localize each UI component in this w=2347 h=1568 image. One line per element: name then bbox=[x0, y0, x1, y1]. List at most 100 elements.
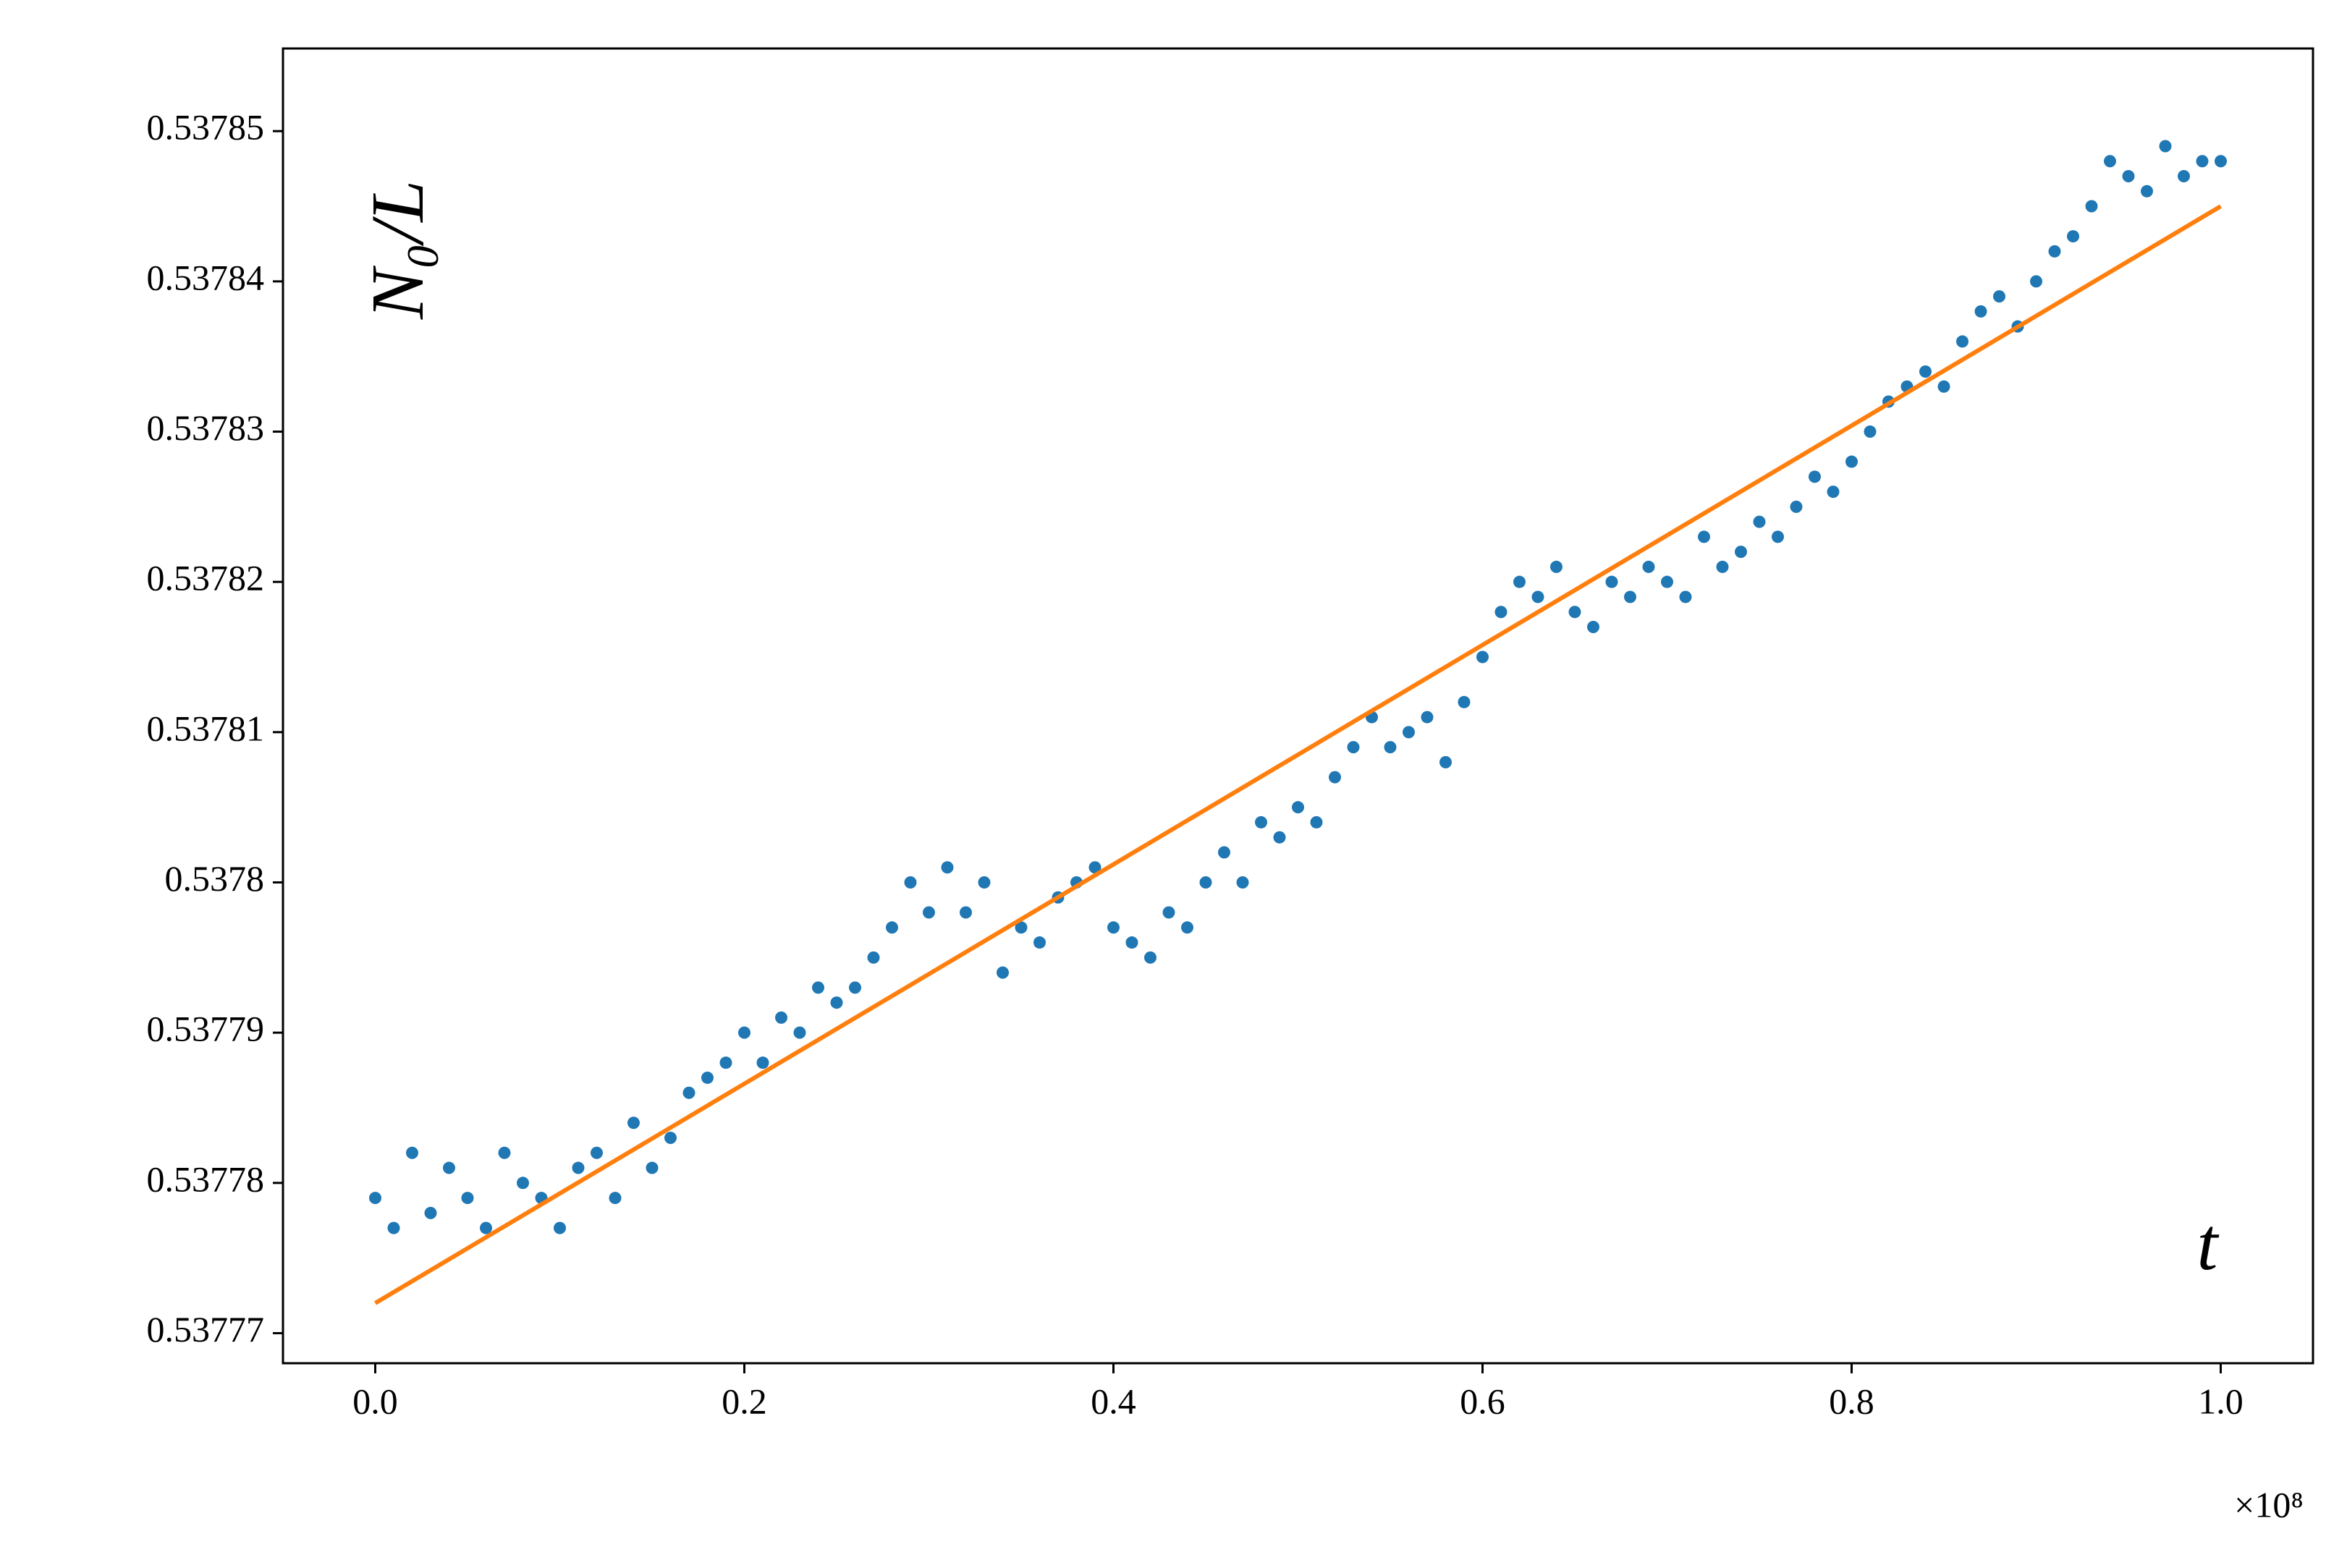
x-offset-label: ×10⁸ bbox=[2234, 1484, 2304, 1525]
x-tick-label: 0.0 bbox=[352, 1381, 398, 1421]
scatter-point bbox=[2141, 185, 2153, 198]
scatter-point bbox=[2067, 230, 2079, 243]
y-tick-label: 0.53779 bbox=[147, 1009, 265, 1049]
scatter-point bbox=[2159, 140, 2172, 153]
scatter-point bbox=[849, 981, 861, 994]
scatter-point bbox=[2104, 155, 2116, 168]
scatter-point bbox=[1679, 590, 1692, 603]
scatter-point bbox=[923, 906, 935, 919]
scatter-point bbox=[1956, 335, 1968, 348]
scatter-point bbox=[517, 1177, 529, 1190]
scatter-point bbox=[646, 1161, 659, 1174]
scatter-point bbox=[1827, 486, 1840, 499]
scatter-point bbox=[1993, 290, 2005, 303]
scatter-point bbox=[1974, 305, 1987, 318]
scatter-point bbox=[1458, 695, 1471, 708]
scatter-point bbox=[406, 1146, 418, 1159]
scatter-point bbox=[387, 1221, 400, 1234]
x-tick-label: 1.0 bbox=[2198, 1381, 2244, 1421]
scatter-point bbox=[1439, 755, 1452, 768]
scatter-point bbox=[1642, 560, 1655, 573]
y-tick-label: 0.53781 bbox=[147, 708, 265, 748]
scatter-point bbox=[1716, 560, 1729, 573]
scatter-point bbox=[1181, 921, 1193, 934]
scatter-point bbox=[886, 921, 898, 934]
scatter-point bbox=[1236, 876, 1249, 889]
scatter-point bbox=[664, 1132, 677, 1145]
scatter-point bbox=[1033, 936, 1046, 949]
scatter-point bbox=[591, 1146, 603, 1159]
scatter-point bbox=[1347, 741, 1360, 754]
scatter-point bbox=[1550, 560, 1562, 573]
scatter-point bbox=[775, 1011, 787, 1024]
scatter-point bbox=[997, 966, 1009, 979]
axes-frame bbox=[282, 47, 2314, 1365]
scatter-point bbox=[941, 861, 954, 874]
scatter-point bbox=[1329, 771, 1341, 784]
scatter-point bbox=[1421, 711, 1434, 724]
scatter-point bbox=[627, 1116, 640, 1130]
scatter-point bbox=[1735, 546, 1747, 559]
fit-line bbox=[373, 204, 2223, 1305]
scatter-point bbox=[682, 1086, 695, 1099]
scatter-point bbox=[1661, 575, 1673, 588]
scatter-point bbox=[2215, 155, 2227, 168]
x-tick-label: 0.8 bbox=[1829, 1381, 1874, 1421]
scatter-point bbox=[1088, 861, 1101, 874]
scatter-point bbox=[1568, 606, 1581, 619]
scatter-point bbox=[978, 876, 991, 889]
scatter-point bbox=[498, 1146, 511, 1159]
scatter-point bbox=[1919, 365, 1932, 378]
scatter-point bbox=[1218, 846, 1230, 859]
scatter-point bbox=[1255, 815, 1267, 829]
scatter-point bbox=[1753, 515, 1766, 528]
scatter-point bbox=[2085, 200, 2098, 213]
y-tick-label: 0.53785 bbox=[147, 107, 265, 148]
scatter-point bbox=[1107, 921, 1120, 934]
scatter-point bbox=[2030, 275, 2042, 288]
scatter-point bbox=[480, 1221, 492, 1234]
scatter-point bbox=[609, 1192, 622, 1205]
scatter-point bbox=[1125, 936, 1138, 949]
scatter-point bbox=[369, 1192, 381, 1205]
scatter-point bbox=[1494, 606, 1507, 619]
scatter-point bbox=[2122, 170, 2135, 183]
y-tick-label: 0.53783 bbox=[147, 407, 265, 448]
y-tick-label: 0.53778 bbox=[147, 1158, 265, 1199]
scatter-point bbox=[812, 981, 824, 994]
scatter-point bbox=[793, 1026, 806, 1039]
y-axis-label: N₀/L bbox=[356, 180, 439, 320]
scatter-point bbox=[424, 1206, 437, 1219]
scatter-point bbox=[1144, 951, 1156, 964]
scatter-point bbox=[904, 876, 917, 889]
y-tick-label: 0.53777 bbox=[147, 1309, 265, 1349]
scatter-point bbox=[1587, 620, 1599, 633]
scatter-point bbox=[2178, 170, 2190, 183]
y-tick-label: 0.5378 bbox=[165, 858, 265, 899]
scatter-point bbox=[1531, 590, 1544, 603]
scatter-point bbox=[1605, 575, 1618, 588]
scatter-point bbox=[1513, 575, 1526, 588]
scatter-point bbox=[443, 1161, 455, 1174]
scatter-point bbox=[1273, 831, 1286, 844]
scatter-point bbox=[719, 1056, 732, 1069]
x-tick-label: 0.6 bbox=[1460, 1381, 1505, 1421]
scatter-point bbox=[701, 1071, 714, 1084]
scatter-point bbox=[1937, 380, 1950, 393]
scatter-point bbox=[572, 1161, 585, 1174]
scatter-point bbox=[960, 906, 972, 919]
scatter-point bbox=[1790, 500, 1803, 513]
scatter-point bbox=[1698, 530, 1710, 543]
scatter-point bbox=[461, 1192, 474, 1205]
scatter-point bbox=[2196, 155, 2209, 168]
scatter-point bbox=[1845, 455, 1858, 468]
scatter-point bbox=[1809, 470, 1821, 483]
scatter-point bbox=[738, 1026, 750, 1039]
scatter-point bbox=[867, 951, 880, 964]
scatter-point bbox=[1403, 726, 1415, 739]
x-axis-label: t bbox=[2197, 1203, 2220, 1286]
y-tick-label: 0.53784 bbox=[147, 257, 265, 297]
scatter-point bbox=[2048, 245, 2061, 258]
scatter-point bbox=[1864, 425, 1877, 438]
